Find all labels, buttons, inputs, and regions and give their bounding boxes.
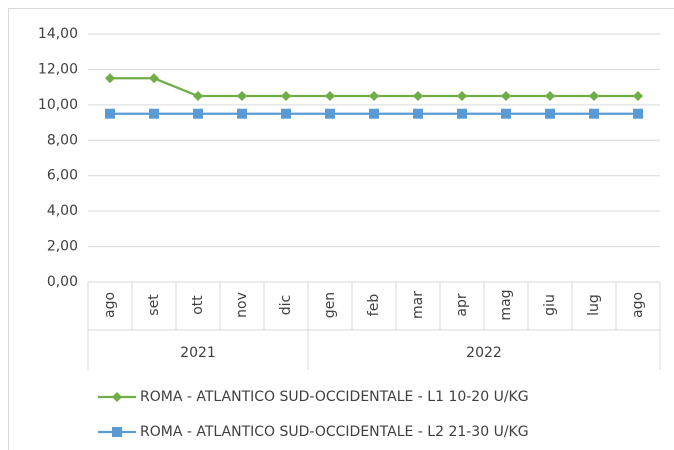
data-point <box>105 108 115 119</box>
group-label: 2021 <box>180 345 216 361</box>
data-point <box>369 91 379 101</box>
data-point <box>281 108 291 119</box>
data-point <box>237 108 247 119</box>
data-point <box>457 91 467 101</box>
x-tick-label: feb <box>366 294 382 317</box>
data-point <box>589 108 599 119</box>
data-point <box>413 108 423 119</box>
data-point <box>193 91 203 101</box>
x-tick-label: ago <box>102 292 118 318</box>
y-tick-label: 8,00 <box>47 132 78 148</box>
x-tick-label: lug <box>586 294 602 316</box>
y-tick-label: 6,00 <box>47 168 78 184</box>
data-point <box>589 91 599 101</box>
y-tick-label: 4,00 <box>47 203 78 219</box>
x-tick-label: ago <box>630 292 646 318</box>
data-point <box>193 108 203 119</box>
x-tick-label: ott <box>190 295 206 315</box>
data-point <box>633 91 643 101</box>
x-tick-label: apr <box>454 293 470 316</box>
y-tick-label: 14,00 <box>38 26 78 42</box>
data-point <box>457 108 467 119</box>
data-point <box>325 91 335 101</box>
x-tick-label: mag <box>498 289 514 320</box>
data-point <box>369 108 379 119</box>
data-point <box>237 91 247 101</box>
legend-marker <box>112 392 122 402</box>
data-point <box>545 91 555 101</box>
data-point <box>545 108 555 119</box>
data-point <box>325 108 335 119</box>
legend-marker <box>112 427 122 437</box>
data-point <box>501 91 511 101</box>
x-tick-label: nov <box>234 292 250 318</box>
x-tick-label: giu <box>542 294 558 316</box>
data-point <box>149 108 159 119</box>
data-point <box>149 73 159 84</box>
x-tick-label: mar <box>410 291 426 319</box>
data-point <box>633 108 643 119</box>
y-tick-label: 0,00 <box>47 274 78 290</box>
x-tick-label: dic <box>278 295 294 315</box>
y-tick-label: 10,00 <box>38 97 78 113</box>
data-point <box>413 91 423 101</box>
chart-border <box>8 8 674 450</box>
data-point <box>281 91 291 101</box>
x-tick-label: gen <box>322 292 338 318</box>
y-tick-label: 2,00 <box>47 239 78 255</box>
legend-label: ROMA - ATLANTICO SUD-OCCIDENTALE - L1 10… <box>140 389 529 405</box>
data-point <box>501 108 511 119</box>
y-tick-label: 12,00 <box>38 61 78 77</box>
data-point <box>105 73 115 84</box>
group-label: 2022 <box>466 345 502 361</box>
x-tick-label: set <box>146 294 162 316</box>
legend-label: ROMA - ATLANTICO SUD-OCCIDENTALE - L2 21… <box>140 424 529 440</box>
